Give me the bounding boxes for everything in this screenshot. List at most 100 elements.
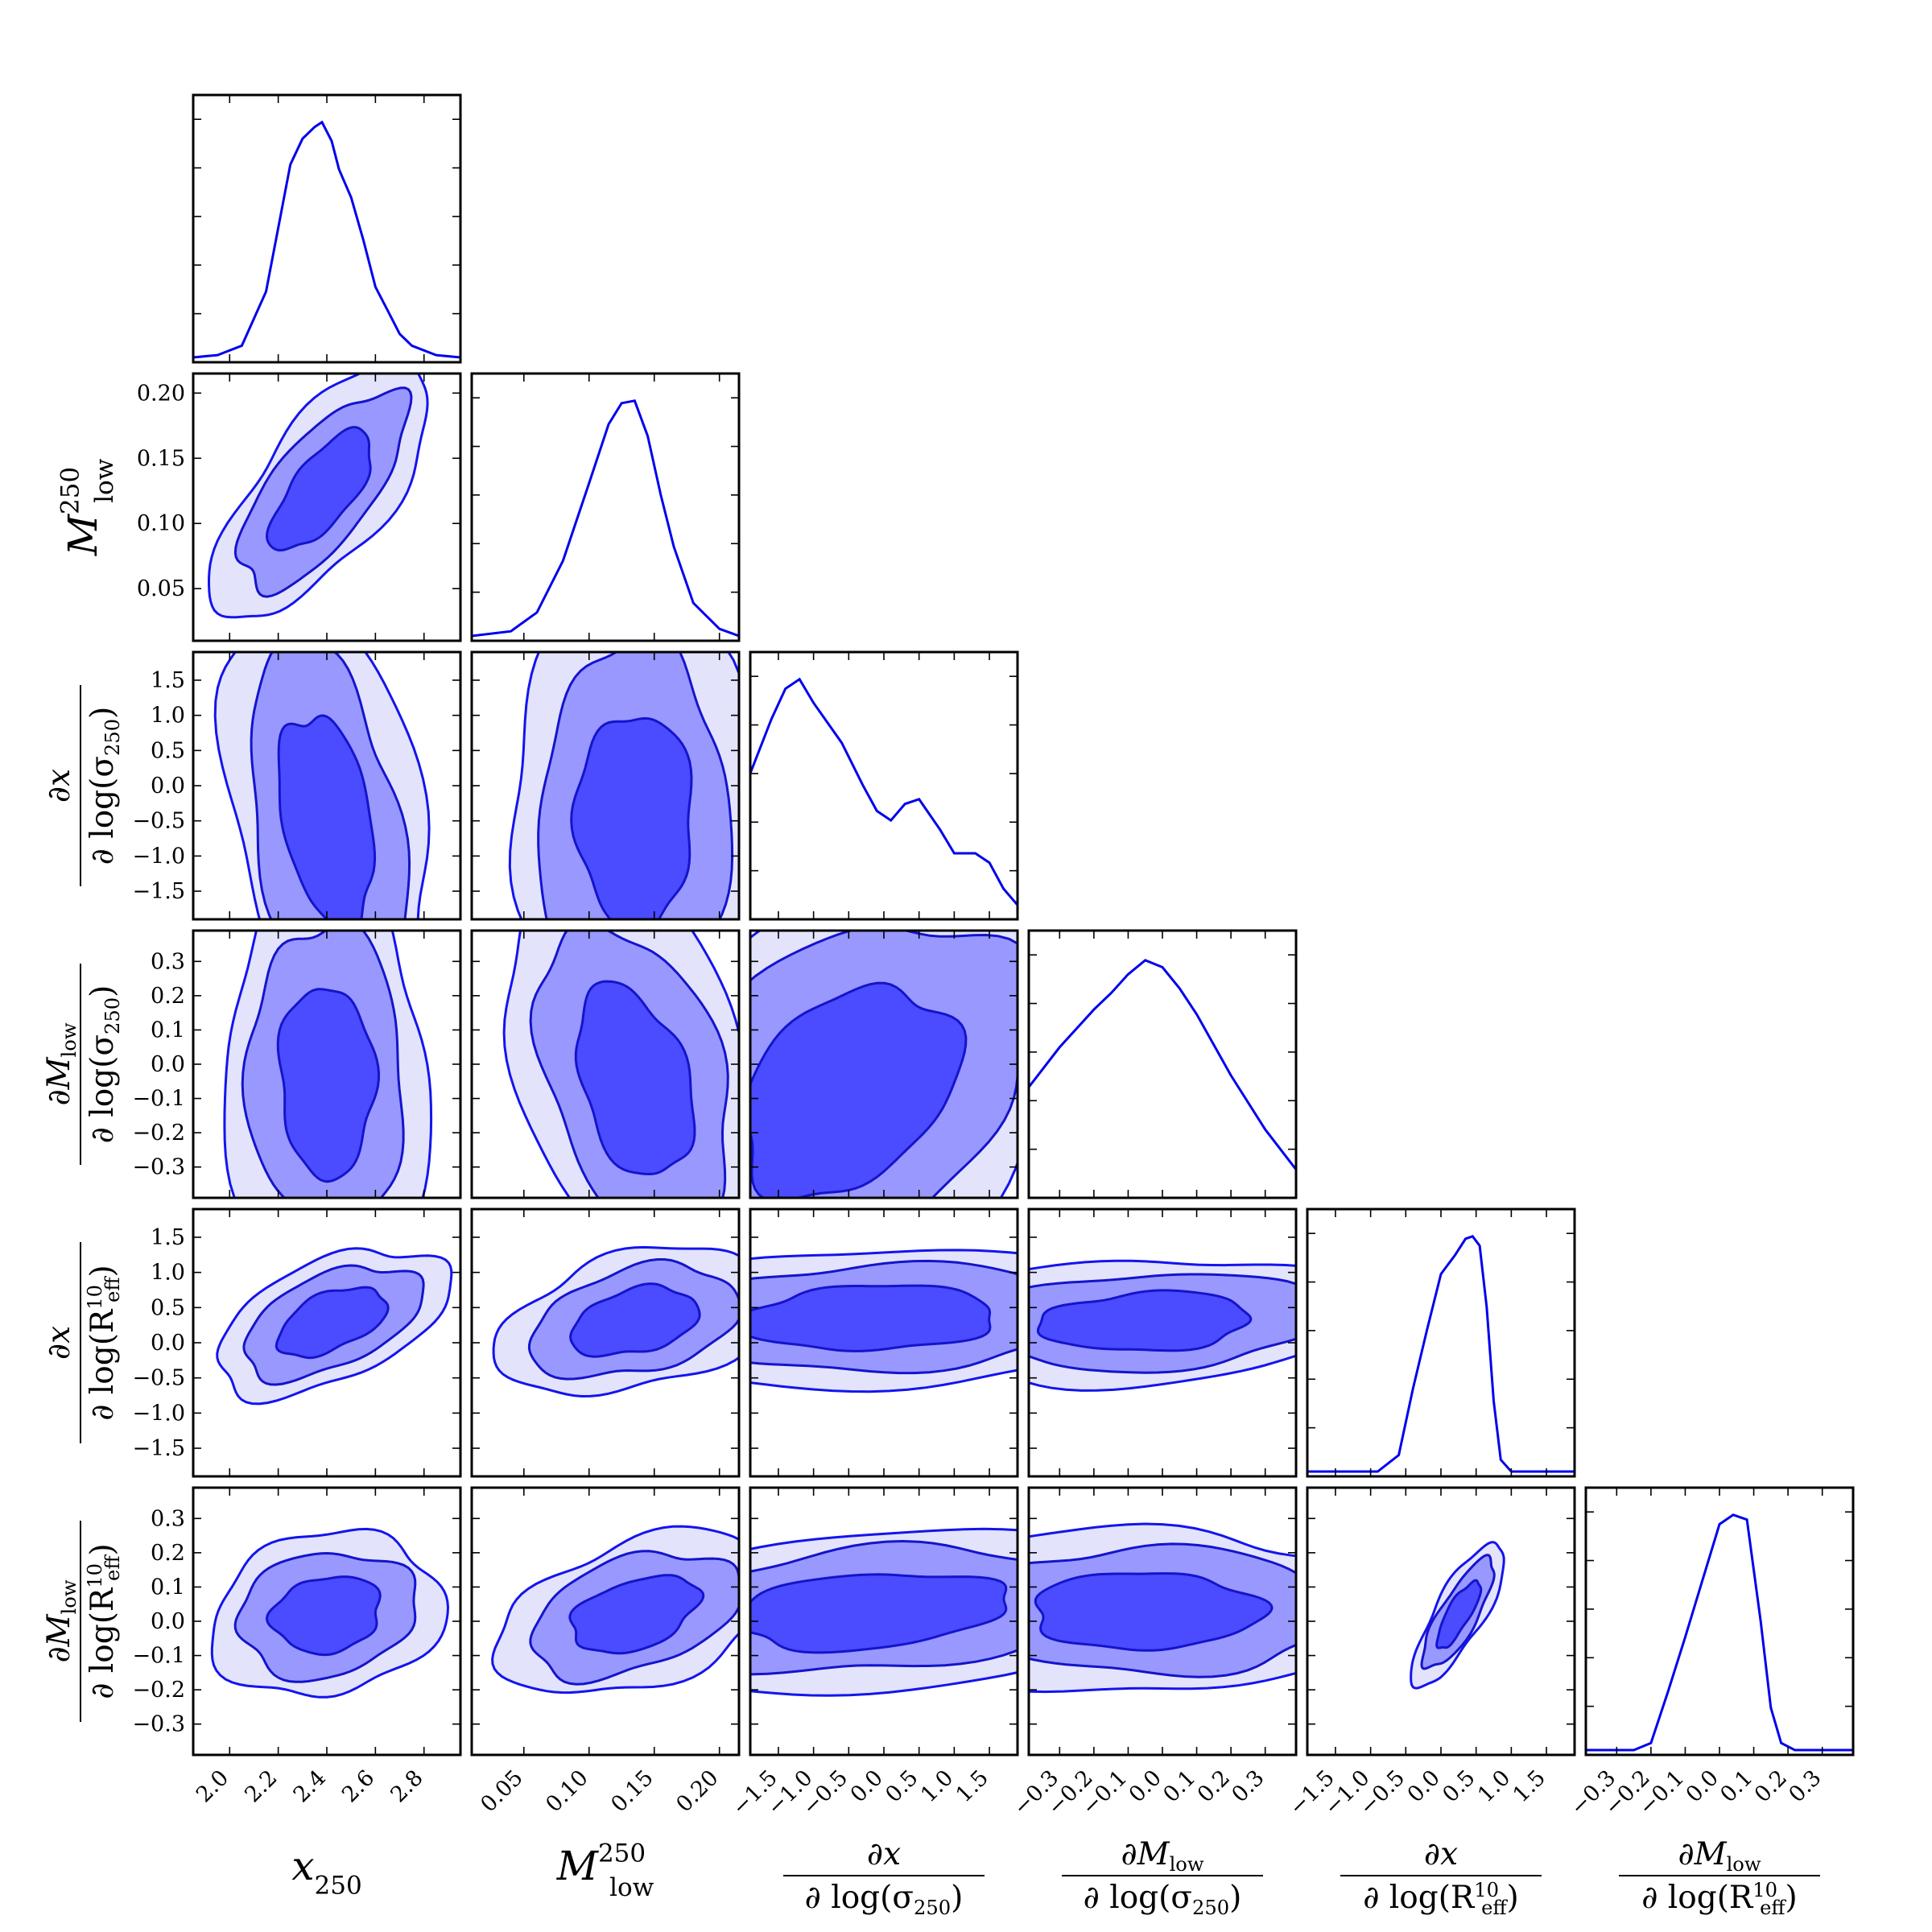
- x-tick-label: 0.2: [1750, 1765, 1792, 1807]
- label-main: M: [60, 513, 106, 556]
- label-den-end: ): [1507, 1880, 1519, 1916]
- x-tick-label: 0.0: [1682, 1765, 1724, 1807]
- label-numerator: ∂x: [1424, 1836, 1458, 1872]
- label-den-sub: 250: [914, 1897, 951, 1919]
- y-tick-label: 0.2: [151, 1541, 185, 1566]
- axes-frame: [1027, 1486, 1298, 1757]
- label-den: ∂ log(R: [1641, 1880, 1754, 1916]
- y-tick-label: 1.5: [151, 668, 185, 693]
- label-den-end: ): [85, 1543, 121, 1555]
- contour-68: [1435, 1579, 1483, 1649]
- y-tick-label: −0.1: [132, 1644, 185, 1669]
- axes-frame: [192, 1486, 462, 1757]
- marginal-curve-Mlow250: [472, 399, 739, 638]
- label-sup: 250: [598, 1839, 646, 1868]
- contour-68: [275, 1286, 390, 1360]
- label-den-end: ): [1229, 1880, 1241, 1916]
- label-sub: low: [609, 1873, 654, 1902]
- label-denominator: ∂ log(σ250): [85, 985, 124, 1144]
- x-tick-label: 0.1: [1158, 1765, 1200, 1807]
- axes-frame: [470, 650, 741, 921]
- label-main: x: [291, 1843, 314, 1889]
- x-tick-label: 0.20: [671, 1765, 723, 1817]
- label-num: ∂M: [41, 1056, 77, 1105]
- x-tick-label: 1.5: [952, 1765, 993, 1807]
- axes-frame: [470, 372, 741, 642]
- y-axis-label-text: ∂x ∂ log(R10eff): [41, 1242, 124, 1443]
- joint-panel-dx_dreff-vs-Mlow250: [470, 1208, 741, 1478]
- y-tick-label: 0.1: [151, 1018, 185, 1042]
- label-numerator: ∂x: [41, 769, 77, 803]
- joint-panel-dM_dreff-vs-dM_dsig: −0.3−0.2−0.10.00.10.20.3: [1009, 1486, 1298, 1820]
- x-tick-label: 1.0: [916, 1765, 958, 1807]
- y-tick-label: 0.0: [151, 1331, 185, 1356]
- contours: [508, 652, 739, 919]
- label-den-sub: eff: [1481, 1897, 1508, 1919]
- x-tick-label: 0.15: [606, 1765, 658, 1817]
- label-den: ∂ log(σ: [85, 756, 121, 865]
- label-den-end: ): [85, 985, 121, 997]
- label-den: ∂ log(R: [85, 1308, 121, 1421]
- y-tick-label: 0.5: [151, 738, 185, 763]
- joint-panel-dx_dreff-vs-dx_dsig: [749, 1208, 1019, 1478]
- label-denominator: ∂ log(σ250): [805, 1880, 964, 1919]
- marginal-curve-dx_dsig: [750, 677, 1018, 906]
- label-main: M: [556, 1843, 600, 1889]
- y-tick-label: −0.3: [132, 1155, 185, 1180]
- y-tick-label: −0.5: [132, 809, 185, 834]
- y-tick-label: −1.0: [132, 1401, 185, 1426]
- x-tick-label: 2.2: [240, 1765, 282, 1807]
- label-denominator: ∂ log(σ250): [85, 707, 124, 865]
- joint-panel-dM_dsig-vs-dx_dsig: [749, 929, 1019, 1199]
- y-tick-label: 1.0: [151, 704, 185, 729]
- y-tick-label: 0.10: [137, 511, 185, 536]
- x-tick-label: 1.0: [1473, 1765, 1515, 1807]
- label-den-sub: eff: [101, 1554, 124, 1581]
- contour-68: [570, 716, 693, 919]
- axes-frame: [470, 929, 741, 1199]
- x-axis-label-dx_dsig: ∂x ∂ log(σ250): [783, 1836, 985, 1919]
- x-tick-label: 0.2: [1193, 1765, 1235, 1807]
- label-den-end: ): [951, 1880, 963, 1916]
- label-denominator: ∂ log(σ250): [1084, 1880, 1242, 1919]
- axes-frame: [470, 1208, 741, 1478]
- joint-panel-dM_dreff-vs-Mlow250: 0.05 0.10 0.15 0.20: [470, 1486, 741, 1817]
- label-den-end: ): [85, 707, 121, 719]
- label-den: ∂ log(R: [85, 1587, 121, 1699]
- label-num: ∂x: [41, 769, 77, 803]
- joint-panel-dM_dsig-vs-Mlow250: [470, 929, 741, 1199]
- marginal-panel-dM_dsig: [1027, 929, 1298, 1199]
- y-tick-label: 0.2: [151, 984, 185, 1009]
- x-tick-label: 2.8: [386, 1765, 427, 1807]
- marginal-panel-dx_dsig: [749, 650, 1019, 921]
- y-tick-label: 1.0: [151, 1261, 185, 1286]
- contours: [1029, 1522, 1296, 1694]
- label-den: ∂ log(σ: [85, 1034, 121, 1143]
- contours: [750, 931, 1018, 1198]
- marginal-curve-dx_dreff: [1307, 1235, 1575, 1473]
- label-den: ∂ log(σ: [805, 1880, 914, 1916]
- x-tick-label: 0.3: [1227, 1765, 1269, 1807]
- contours: [491, 1525, 739, 1695]
- y-axis-label-text: M250 low: [56, 458, 120, 556]
- contour-68: [750, 1284, 992, 1352]
- axes-frame: [1027, 1208, 1298, 1478]
- axes-frame: [470, 1486, 741, 1757]
- contour-68: [750, 981, 968, 1198]
- contour-68: [265, 1575, 382, 1657]
- joint-panel-Mlow250-vs-x250: 0.05 0.10 0.15 0.20: [137, 372, 462, 642]
- y-tick-label: 0.3: [151, 949, 185, 974]
- label-den-sup: 10: [84, 1563, 106, 1588]
- contours: [210, 1527, 450, 1699]
- label-den-sup: 10: [1474, 1879, 1499, 1901]
- marginal-panel-dx_dreff: [1306, 1208, 1576, 1478]
- joint-panel-dx_dreff-vs-dM_dsig: [1027, 1208, 1298, 1478]
- axes-frame: [749, 929, 1019, 1199]
- label-numerator: ∂Mlow: [41, 1022, 80, 1105]
- label-numerator: ∂Mlow: [41, 1579, 80, 1662]
- label-den-sub: 250: [101, 719, 124, 756]
- y-tick-label: −1.5: [132, 879, 185, 904]
